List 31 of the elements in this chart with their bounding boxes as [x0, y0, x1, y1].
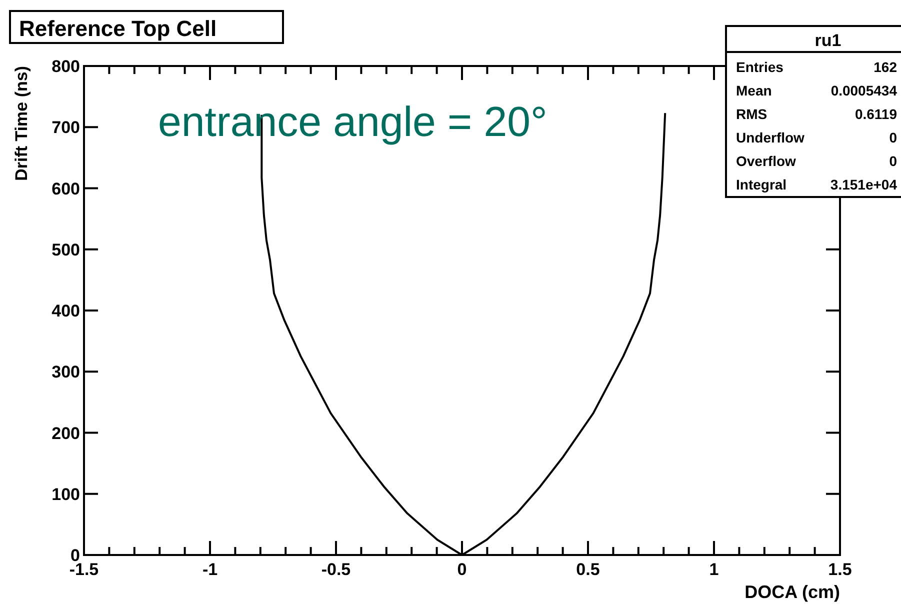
y-tick-label: 800: [52, 57, 80, 76]
y-tick-label: 300: [52, 362, 80, 382]
annotation: Mean: [736, 82, 772, 98]
y-tick-label: 100: [52, 484, 80, 504]
x-tick-label: 0: [457, 560, 467, 579]
x-tick-label: -1: [202, 560, 218, 579]
text: ru1: [814, 31, 842, 50]
annotation: RMS: [736, 106, 768, 122]
annotation: Overflow: [736, 153, 796, 169]
annotation: Underflow: [736, 130, 805, 146]
y-tick-label: 600: [52, 179, 80, 198]
x-tick-label: -0.5: [321, 560, 351, 579]
annotation: Entries: [736, 59, 784, 75]
y-tick-label: 500: [52, 240, 80, 260]
x-tick-label: 1: [709, 560, 719, 579]
text: 0: [889, 153, 898, 169]
text: 0.6119: [854, 106, 898, 122]
annotation: 3.151e+04: [830, 176, 898, 192]
y-tick-label: 200: [52, 424, 80, 443]
x-tick-label: -1.5: [69, 560, 99, 579]
y-axis-title: Drift Time (ns): [12, 66, 31, 181]
x-tick-label: 0.5: [576, 560, 600, 579]
annotation: Integral: [736, 176, 787, 192]
text: 162: [874, 59, 898, 75]
annotation: 0.0005434: [830, 82, 898, 98]
text: 0: [889, 130, 898, 146]
y-tick-label: 700: [52, 118, 80, 138]
x-axis-title: DOCA (cm): [744, 582, 840, 602]
y-tick-label: 400: [52, 302, 80, 320]
x-tick-label: 1.5: [828, 560, 852, 579]
chart-title: Reference Top Cell: [19, 16, 217, 41]
